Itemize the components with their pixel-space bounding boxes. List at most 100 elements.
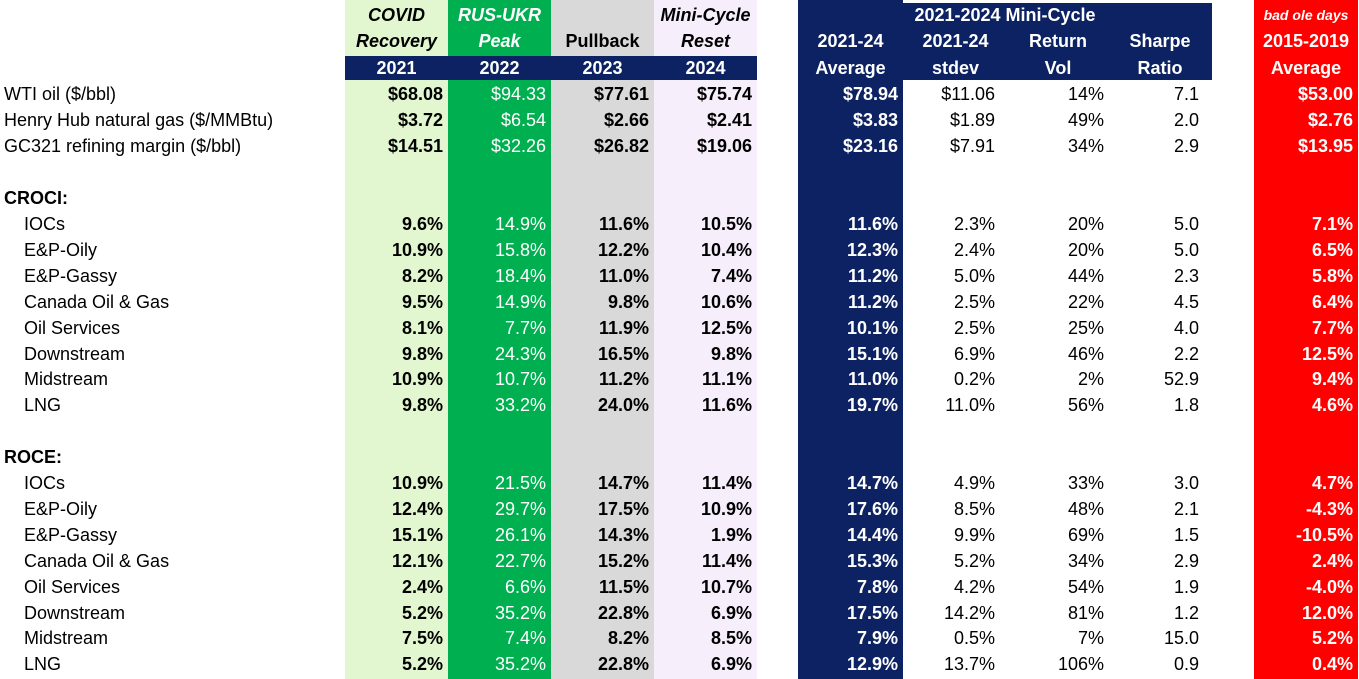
- roce-oil-services-return-vol-cell: 54%: [1067, 577, 1104, 597]
- commodities-henry-hub-natural-gas-mmbtu-avg-2021-24-cell: $3.83: [852, 110, 898, 130]
- croci-canada-oil-gas-avg-2015-2019-cell: 6.4%: [1311, 292, 1353, 312]
- croci-lng-avg-2021-24-cell: 19.7%: [846, 395, 898, 415]
- roce-lng-2022-cell: 35.2%: [494, 654, 546, 674]
- croci-e-p-gassy-2023-cell: 11.0%: [598, 266, 649, 286]
- croci-oil-services-2022-cell: 7.7%: [504, 318, 546, 338]
- rus-ukr-header: RUS-UKR: [458, 5, 541, 25]
- croci-downstream-2023-cell: 16.5%: [597, 344, 649, 364]
- roce-oil-services-2023-cell: 11.5%: [598, 577, 649, 597]
- roce-oil-services-avg-2015-2019-cell: -4.0%: [1305, 577, 1353, 597]
- roce-e-p-gassy-sharpe-ratio-cell: 1.5: [1173, 525, 1199, 545]
- mini-cycle-group-header: 2021-2024 Mini-Cycle: [914, 5, 1096, 25]
- roce-iocs-stdev-2021-24-cell: 4.9%: [953, 473, 995, 493]
- commodities-row-label: GC321 refining margin ($/bbl): [4, 136, 242, 156]
- roce-lng-stdev-2021-24-cell: 13.7%: [943, 654, 995, 674]
- mini-cycle-group-header-bar: [798, 3, 1212, 28]
- commodities-gc321-refining-margin-bbl-sharpe-ratio-cell: 2.9: [1173, 136, 1199, 156]
- roce-e-p-oily-2022-cell: 29.7%: [494, 499, 546, 519]
- croci-lng-2021-cell: 9.8%: [401, 395, 443, 415]
- croci-oil-services-return-vol-cell: 25%: [1067, 318, 1104, 338]
- croci-canada-oil-gas-2023-cell: 9.8%: [607, 292, 649, 312]
- croci-lng-sharpe-ratio-cell: 1.8: [1173, 395, 1199, 415]
- commodities-gc321-refining-margin-bbl-2024-cell: $19.06: [696, 136, 752, 156]
- commodities-row-label: WTI oil ($/bbl): [4, 84, 117, 104]
- commodities-wti-oil-bbl-2024-cell: $75.74: [696, 84, 752, 104]
- croci-e-p-gassy-avg-2015-2019-cell: 5.8%: [1311, 266, 1353, 286]
- roce-midstream-2023-cell: 8.2%: [607, 628, 649, 648]
- croci-lng-2024-cell: 11.6%: [701, 395, 752, 415]
- croci-downstream-stdev-2021-24-cell: 6.9%: [953, 344, 995, 364]
- commodities-henry-hub-natural-gas-mmbtu-2023-cell: $2.66: [603, 110, 649, 130]
- bad-ole-days-header-bg: [1254, 3, 1358, 80]
- roce-oil-services-2024-cell: 10.7%: [700, 577, 752, 597]
- roce-canada-oil-gas-avg-2021-24-cell: 15.3%: [846, 551, 898, 571]
- roce-iocs-avg-2015-2019-cell: 4.7%: [1311, 473, 1353, 493]
- croci-downstream-return-vol-cell: 46%: [1067, 344, 1104, 364]
- roce-e-p-gassy-2024-cell: 1.9%: [710, 525, 752, 545]
- croci-downstream-avg-2021-24-cell: 15.1%: [846, 344, 898, 364]
- croci-lng-2022-cell: 33.2%: [494, 395, 546, 415]
- roce-canada-oil-gas-2021-cell: 12.1%: [391, 551, 443, 571]
- commodities-wti-oil-bbl-2023-cell: $77.61: [593, 84, 649, 104]
- croci-e-p-oily-sharpe-ratio-cell: 5.0: [1173, 240, 1199, 260]
- roce-section-title: ROCE:: [4, 447, 62, 467]
- croci-midstream-sharpe-ratio-cell: 52.9: [1163, 369, 1199, 389]
- rus-ukr-peak-column-band: [448, 0, 551, 679]
- croci-iocs-avg-2021-24-cell: 11.6%: [847, 214, 898, 234]
- commodities-gc321-refining-margin-bbl-2023-cell: $26.82: [593, 136, 649, 156]
- roce-downstream-return-vol-cell: 81%: [1067, 603, 1104, 623]
- croci-oil-services-2024-cell: 12.5%: [700, 318, 752, 338]
- roce-lng-sharpe-ratio-cell: 0.9: [1173, 654, 1199, 674]
- croci-lng-return-vol-cell: 56%: [1067, 395, 1104, 415]
- roce-downstream-avg-2015-2019-cell: 12.0%: [1301, 603, 1353, 623]
- roce-canada-oil-gas-2023-cell: 15.2%: [597, 551, 649, 571]
- croci-row-label: E&P-Oily: [24, 240, 98, 260]
- roce-downstream-stdev-2021-24-cell: 14.2%: [943, 603, 995, 623]
- croci-midstream-stdev-2021-24-cell: 0.2%: [953, 369, 995, 389]
- mini-cycle-header: Mini-Cycle: [660, 5, 751, 25]
- roce-e-p-oily-2024-cell: 10.9%: [700, 499, 752, 519]
- covid-recovery-column-band: [345, 0, 448, 679]
- pullback-column-band: [551, 0, 654, 679]
- sharpe-header: Sharpe: [1129, 31, 1191, 51]
- commodities-henry-hub-natural-gas-mmbtu-stdev-2021-24-cell: $1.89: [949, 110, 995, 130]
- roce-oil-services-stdev-2021-24-cell: 4.2%: [953, 577, 995, 597]
- croci-e-p-gassy-2022-cell: 18.4%: [494, 266, 546, 286]
- roce-row-label: Downstream: [24, 603, 126, 623]
- roce-lng-2024-cell: 6.9%: [710, 654, 752, 674]
- roce-midstream-sharpe-ratio-cell: 15.0: [1163, 628, 1199, 648]
- croci-e-p-gassy-2024-cell: 7.4%: [710, 266, 752, 286]
- croci-oil-services-stdev-2021-24-cell: 2.5%: [953, 318, 995, 338]
- croci-iocs-stdev-2021-24-cell: 2.3%: [953, 214, 995, 234]
- croci-iocs-sharpe-ratio-cell: 5.0: [1173, 214, 1199, 234]
- roce-e-p-oily-avg-2021-24-cell: 17.6%: [846, 499, 898, 519]
- croci-e-p-gassy-2021-cell: 8.2%: [401, 266, 443, 286]
- croci-iocs-2022-cell: 14.9%: [494, 214, 546, 234]
- commodities-row-label: Henry Hub natural gas ($/MMBtu): [4, 110, 274, 130]
- roce-midstream-return-vol-cell: 7%: [1077, 628, 1104, 648]
- roce-iocs-2024-cell: 11.4%: [701, 473, 752, 493]
- croci-oil-services-avg-2015-2019-cell: 7.7%: [1311, 318, 1353, 338]
- roce-e-p-gassy-avg-2015-2019-cell: -10.5%: [1295, 525, 1353, 545]
- croci-e-p-oily-2024-cell: 10.4%: [700, 240, 752, 260]
- croci-e-p-oily-avg-2021-24-cell: 12.3%: [846, 240, 898, 260]
- roce-midstream-2024-cell: 8.5%: [710, 628, 752, 648]
- pullback-header: Pullback: [565, 31, 640, 51]
- roce-row-label: Canada Oil & Gas: [24, 551, 170, 571]
- roce-iocs-2022-cell: 21.5%: [494, 473, 546, 493]
- croci-canada-oil-gas-avg-2021-24-cell: 11.2%: [847, 292, 898, 312]
- roce-e-p-gassy-2023-cell: 14.3%: [597, 525, 649, 545]
- year-header-bar: [345, 56, 757, 80]
- roce-row-label: IOCs: [24, 473, 66, 493]
- mini-cycle-reset-column-band: [654, 0, 757, 679]
- croci-iocs-2023-cell: 11.6%: [598, 214, 649, 234]
- bad-ole-days-years: 2015-2019: [1262, 31, 1350, 51]
- return-vol-header-sub: Vol: [1044, 58, 1072, 78]
- roce-midstream-2021-cell: 7.5%: [401, 628, 443, 648]
- croci-downstream-2022-cell: 24.3%: [494, 344, 546, 364]
- croci-e-p-gassy-avg-2021-24-cell: 11.2%: [847, 266, 898, 286]
- croci-canada-oil-gas-2024-cell: 10.6%: [700, 292, 752, 312]
- mini-cycle-header-sub: Reset: [680, 31, 731, 51]
- average-header: 2021-24: [817, 31, 884, 51]
- croci-downstream-2024-cell: 9.8%: [710, 344, 752, 364]
